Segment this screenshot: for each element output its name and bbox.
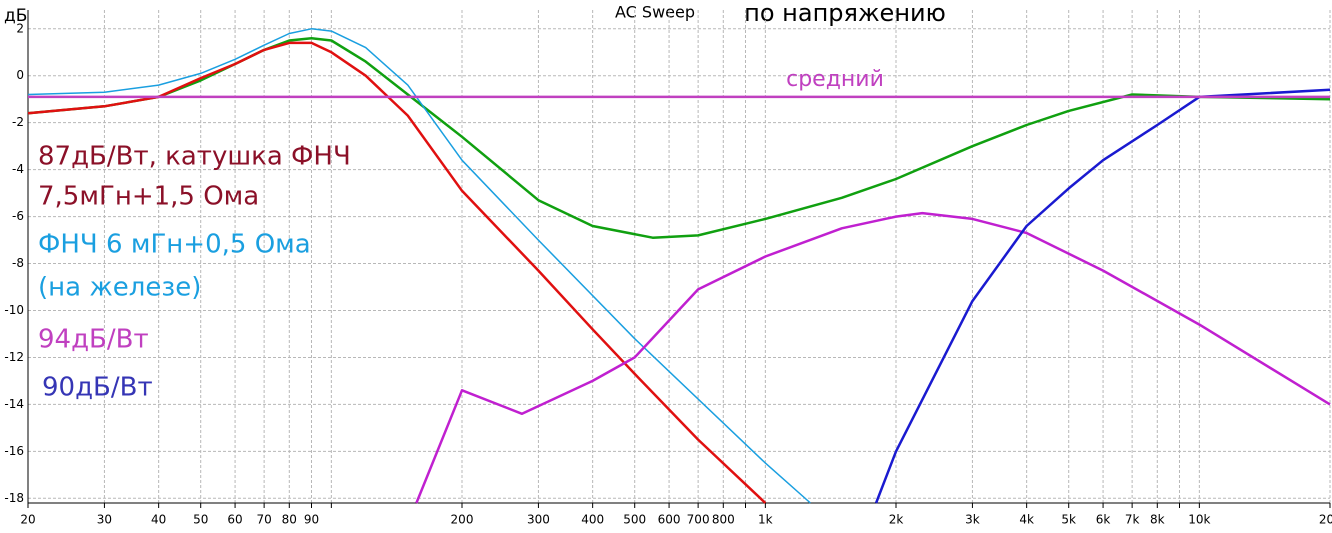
y-tick-label: -14	[4, 397, 24, 411]
x-tick-label: 20	[20, 513, 35, 527]
x-tick-label: 30	[97, 513, 112, 527]
y-tick-label: -18	[4, 491, 24, 505]
x-tick-label: 8k	[1150, 513, 1165, 527]
y-tick-label: -8	[12, 256, 24, 270]
y-tick-label: -4	[12, 162, 24, 176]
x-tick-label: 3k	[965, 513, 980, 527]
x-tick-label: 10k	[1188, 513, 1210, 527]
x-tick-label: 70	[256, 513, 271, 527]
x-tick-label: 1k	[758, 513, 773, 527]
y-tick-label: 2	[16, 21, 24, 35]
y-tick-label: -6	[12, 209, 24, 223]
x-tick-label: 50	[193, 513, 208, 527]
x-tick-label: 80	[282, 513, 297, 527]
y-tick-label: -10	[4, 303, 24, 317]
annotation: средний	[786, 67, 884, 92]
y-axis-label: дБ	[4, 6, 27, 26]
x-tick-label: 800	[712, 513, 735, 527]
x-tick-label: 600	[658, 513, 681, 527]
x-tick-label: 300	[527, 513, 550, 527]
series-line	[415, 211, 1331, 504]
x-tick-label: 20k	[1319, 513, 1332, 527]
series-line	[27, 28, 811, 504]
chart-subtitle: по напряжению	[744, 0, 946, 27]
x-tick-label: 200	[451, 513, 474, 527]
series-line	[874, 88, 1331, 504]
x-tick-label: 60	[227, 513, 242, 527]
annotation: (на железе)	[38, 273, 201, 303]
x-tick-label: 7k	[1125, 513, 1140, 527]
annotation: 7,5мГн+1,5 Ома	[38, 182, 259, 212]
x-tick-label: 90	[304, 513, 319, 527]
y-tick-label: -2	[12, 115, 24, 129]
series-line	[27, 41, 767, 504]
annotation: ФНЧ 6 мГн+0,5 Ома	[38, 230, 311, 260]
annotation: 94дБ/Вт	[38, 325, 149, 355]
chart-title: AC Sweep	[615, 3, 695, 22]
x-tick-label: 700	[687, 513, 710, 527]
y-tick-label: -12	[4, 350, 24, 364]
annotation: 87дБ/Вт, катушка ФНЧ	[38, 142, 351, 172]
x-tick-label: 5k	[1061, 513, 1076, 527]
x-tick-label: 4k	[1019, 513, 1034, 527]
annotation: 90дБ/Вт	[42, 373, 153, 403]
x-tick-label: 6k	[1096, 513, 1111, 527]
x-tick-label: 40	[151, 513, 166, 527]
x-tick-label: 500	[623, 513, 646, 527]
x-tick-label: 400	[581, 513, 604, 527]
y-tick-label: -16	[4, 444, 24, 458]
x-tick-label: 2k	[889, 513, 904, 527]
y-tick-label: 0	[16, 68, 24, 82]
